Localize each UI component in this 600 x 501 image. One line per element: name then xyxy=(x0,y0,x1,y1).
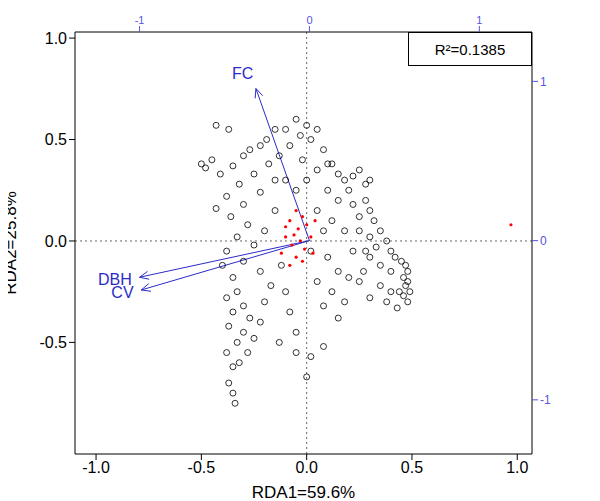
svg-text:0: 0 xyxy=(540,234,547,248)
svg-text:-0.5: -0.5 xyxy=(39,334,67,351)
svg-text:1.0: 1.0 xyxy=(45,30,67,47)
svg-text:-1: -1 xyxy=(540,393,551,407)
svg-text:RDA2=25.8%: RDA2=25.8% xyxy=(8,191,20,294)
svg-text:0: 0 xyxy=(306,14,312,26)
svg-text:0.0: 0.0 xyxy=(45,233,67,250)
svg-text:-0.5: -0.5 xyxy=(188,459,216,476)
svg-text:1.0: 1.0 xyxy=(506,459,528,476)
svg-text:DBH: DBH xyxy=(98,270,132,288)
svg-text:0.5: 0.5 xyxy=(45,131,67,148)
svg-text:0.0: 0.0 xyxy=(296,459,318,476)
svg-text:FC: FC xyxy=(232,65,253,82)
svg-text:0.5: 0.5 xyxy=(401,459,423,476)
svg-text:RDA1=59.6%: RDA1=59.6% xyxy=(252,483,355,500)
svg-text:-1.0: -1.0 xyxy=(82,459,110,476)
svg-text:1: 1 xyxy=(476,14,482,26)
svg-text:CV: CV xyxy=(111,284,134,301)
svg-text:-1: -1 xyxy=(135,14,145,26)
svg-text:1: 1 xyxy=(540,75,547,89)
html-text:R²=0.1385: R²=0.1385 xyxy=(434,40,506,58)
